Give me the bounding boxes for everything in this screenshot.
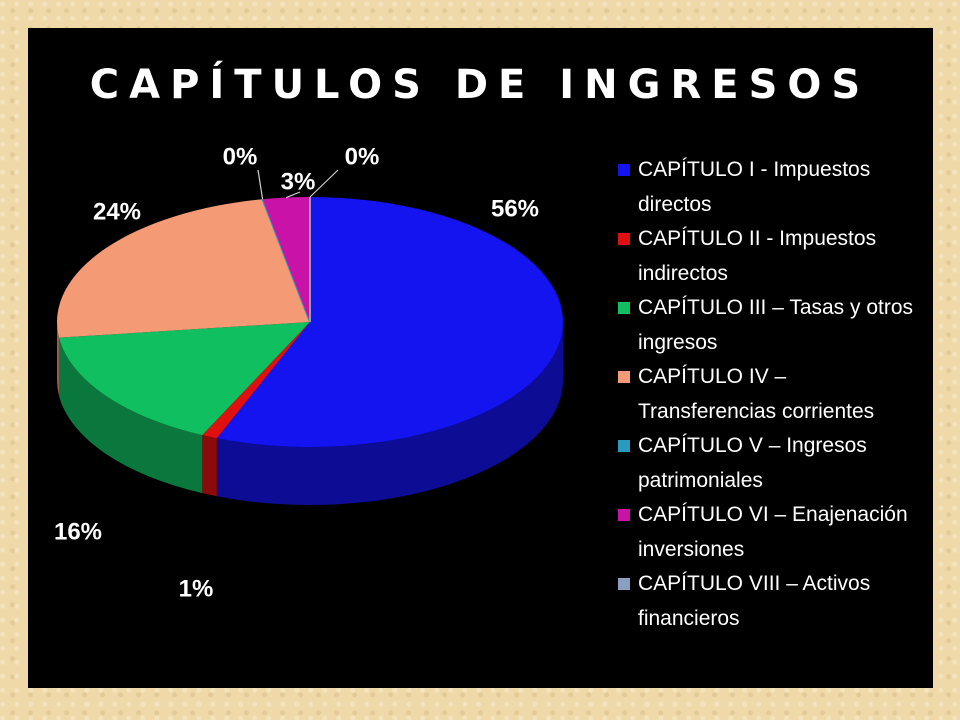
leader-line-7: [309, 169, 339, 198]
legend-swatch: [618, 371, 630, 383]
legend-swatch: [618, 164, 630, 176]
chart-title: CAPÍTULOS DE INGRESOS: [89, 62, 871, 108]
pie-labels: 56% 1% 16% 24% 0% 3% 0%: [54, 143, 539, 602]
legend-swatch: [618, 578, 630, 590]
legend-label: CAPÍTULO VIII – Activos financieros: [638, 572, 871, 630]
pie-side-2: [202, 435, 217, 497]
data-label-5: 0%: [223, 143, 258, 170]
data-label-1: 56%: [491, 195, 539, 222]
pie-slice-6: [262, 197, 310, 322]
legend-item-capitulo-4: CAPÍTULO IV – Transferencias corrientes: [618, 359, 928, 428]
data-label-6: 3%: [281, 168, 316, 195]
chart-legend: CAPÍTULO I - Impuestos directos CAPÍTULO…: [618, 152, 928, 635]
legend-swatch: [618, 509, 630, 521]
legend-item-capitulo-2: CAPÍTULO II - Impuestos indirectos: [618, 221, 928, 290]
legend-item-capitulo-6: CAPÍTULO VI – Enajenación inversiones: [618, 497, 928, 566]
data-label-3: 16%: [54, 518, 102, 545]
leader-line-6: [285, 191, 301, 199]
leader-lines: [257, 169, 339, 200]
data-label-4: 24%: [93, 198, 141, 225]
pie-slice-1: [216, 197, 563, 447]
data-label-2: 1%: [179, 575, 214, 602]
pie-slice-2: [202, 322, 310, 439]
legend-label: CAPÍTULO V – Ingresos patrimoniales: [638, 434, 867, 492]
legend-swatch: [618, 302, 630, 314]
pie-sides: [57, 322, 563, 506]
legend-label: CAPÍTULO II - Impuestos indirectos: [638, 227, 877, 285]
legend-label: CAPÍTULO III – Tasas y otros ingresos: [638, 296, 914, 354]
data-label-7: 0%: [345, 143, 380, 170]
legend-label: CAPÍTULO IV – Transferencias corrientes: [638, 365, 875, 423]
leader-line-5: [257, 169, 264, 200]
legend-item-capitulo-8: CAPÍTULO VIII – Activos financieros: [618, 566, 928, 635]
legend-item-capitulo-1: CAPÍTULO I - Impuestos directos: [618, 152, 928, 221]
legend-label: CAPÍTULO I - Impuestos directos: [638, 158, 871, 216]
pie-tops: [56, 197, 563, 447]
legend-swatch: [618, 440, 630, 452]
legend-label: CAPÍTULO VI – Enajenación inversiones: [638, 503, 908, 561]
legend-item-capitulo-5: CAPÍTULO V – Ingresos patrimoniales: [618, 428, 928, 497]
pie-side-1: [216, 322, 563, 506]
pie-slice-3: [58, 322, 310, 436]
pie-side-3: [58, 337, 203, 494]
legend-swatch: [618, 233, 630, 245]
pie-slice-4: [56, 199, 310, 338]
legend-item-capitulo-3: CAPÍTULO III – Tasas y otros ingresos: [618, 290, 928, 359]
pie-side-4: [57, 322, 59, 396]
